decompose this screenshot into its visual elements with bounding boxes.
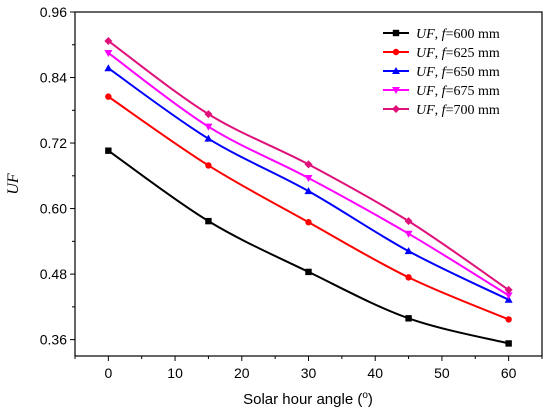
legend-entry: UF, f=600 mm <box>416 27 500 42</box>
data-point <box>104 36 113 45</box>
legend-entry: UF, f=675 mm <box>416 84 500 99</box>
data-point <box>505 340 512 347</box>
x-tick-label: 0 <box>104 365 112 381</box>
data-point <box>104 64 113 72</box>
legend-entry: UF, f=650 mm <box>416 65 500 80</box>
data-point <box>504 292 513 300</box>
data-point <box>404 247 413 255</box>
x-tick-label: 40 <box>367 365 383 381</box>
data-point <box>105 93 112 100</box>
data-point <box>304 187 313 195</box>
data-point <box>305 219 312 226</box>
y-tick-label: 0.96 <box>40 4 67 20</box>
data-point <box>205 217 212 225</box>
legend-marker <box>392 67 400 74</box>
data-point <box>504 285 513 294</box>
data-point <box>204 134 213 142</box>
x-tick-label: 10 <box>167 365 183 381</box>
data-point <box>304 174 313 182</box>
data-point <box>404 230 413 238</box>
y-tick-label: 0.48 <box>40 266 67 282</box>
legend-marker <box>392 48 400 56</box>
y-tick-label: 0.60 <box>40 201 67 217</box>
legend-marker <box>392 87 400 94</box>
legend-marker <box>392 105 400 113</box>
y-axis-title: UF <box>5 173 22 195</box>
legend-entry: UF, f=625 mm <box>416 46 500 61</box>
data-point <box>105 147 112 154</box>
series-line-1 <box>107 95 510 321</box>
data-point <box>405 315 412 322</box>
x-tick-label: 30 <box>301 365 317 381</box>
data-point <box>404 217 413 226</box>
data-point <box>505 316 512 323</box>
x-tick-label: 60 <box>501 365 517 381</box>
data-point <box>204 110 213 119</box>
legend-entry: UF, f=700 mm <box>416 103 500 118</box>
y-tick-label: 0.36 <box>40 332 67 348</box>
data-point <box>104 49 113 57</box>
data-point <box>305 268 312 276</box>
data-point <box>304 160 313 169</box>
data-point <box>405 274 412 281</box>
data-point <box>204 123 213 131</box>
y-tick-label: 0.84 <box>40 70 67 86</box>
y-tick-label: 0.72 <box>40 135 67 151</box>
legend-marker <box>392 29 400 37</box>
data-point <box>205 162 212 169</box>
x-axis-title: Solar hour angle (o) <box>243 390 373 408</box>
x-tick-label: 50 <box>434 365 450 381</box>
x-tick-label: 20 <box>234 365 250 381</box>
